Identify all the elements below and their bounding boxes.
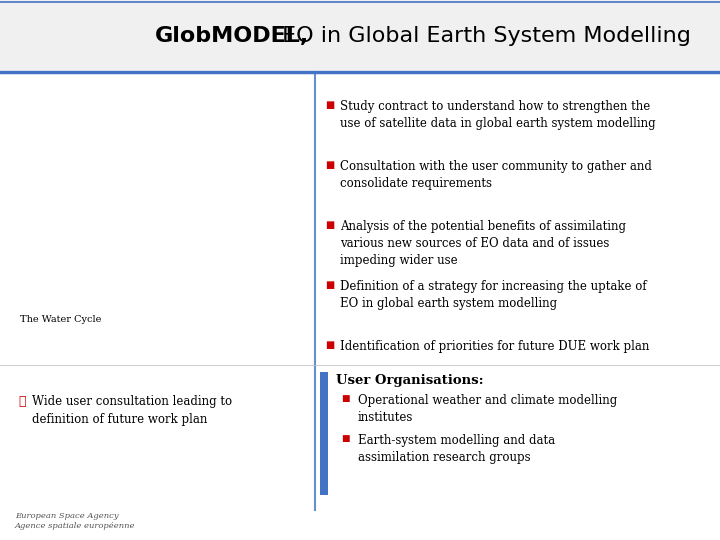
Text: Identification of priorities for future DUE work plan: Identification of priorities for future … <box>340 340 649 353</box>
Text: The Water Cycle: The Water Cycle <box>20 315 102 325</box>
Text: ■: ■ <box>325 280 334 290</box>
Text: ✓: ✓ <box>18 395 25 408</box>
Text: User Organisations:: User Organisations: <box>336 374 484 387</box>
Text: ■: ■ <box>325 340 334 350</box>
Text: ■: ■ <box>341 394 349 403</box>
Text: European Space Agency: European Space Agency <box>15 512 119 520</box>
Text: Analysis of the potential benefits of assimilating
various new sources of EO dat: Analysis of the potential benefits of as… <box>340 220 626 267</box>
Text: Definition of a strategy for increasing the uptake of
EO in global earth system : Definition of a strategy for increasing … <box>340 280 647 310</box>
Bar <box>320 372 328 495</box>
Text: ■: ■ <box>325 100 334 110</box>
Text: Agence spatiale européenne: Agence spatiale européenne <box>15 522 135 530</box>
Text: Earth-system modelling and data
assimilation research groups: Earth-system modelling and data assimila… <box>358 434 555 464</box>
Text: Operational weather and climate modelling
institutes: Operational weather and climate modellin… <box>358 394 617 424</box>
Text: Study contract to understand how to strengthen the
use of satellite data in glob: Study contract to understand how to stre… <box>340 100 656 130</box>
Text: Wide user consultation leading to: Wide user consultation leading to <box>32 395 232 408</box>
Text: ■: ■ <box>325 160 334 170</box>
Text: ■: ■ <box>325 220 334 230</box>
Text: definition of future work plan: definition of future work plan <box>32 413 207 426</box>
Text: Consultation with the user community to gather and
consolidate requirements: Consultation with the user community to … <box>340 160 652 190</box>
Text: EO in Global Earth System Modelling: EO in Global Earth System Modelling <box>275 26 691 46</box>
Text: ■: ■ <box>341 434 349 443</box>
Text: GlobMODEL,: GlobMODEL, <box>155 26 310 46</box>
Bar <box>0 0 720 70</box>
